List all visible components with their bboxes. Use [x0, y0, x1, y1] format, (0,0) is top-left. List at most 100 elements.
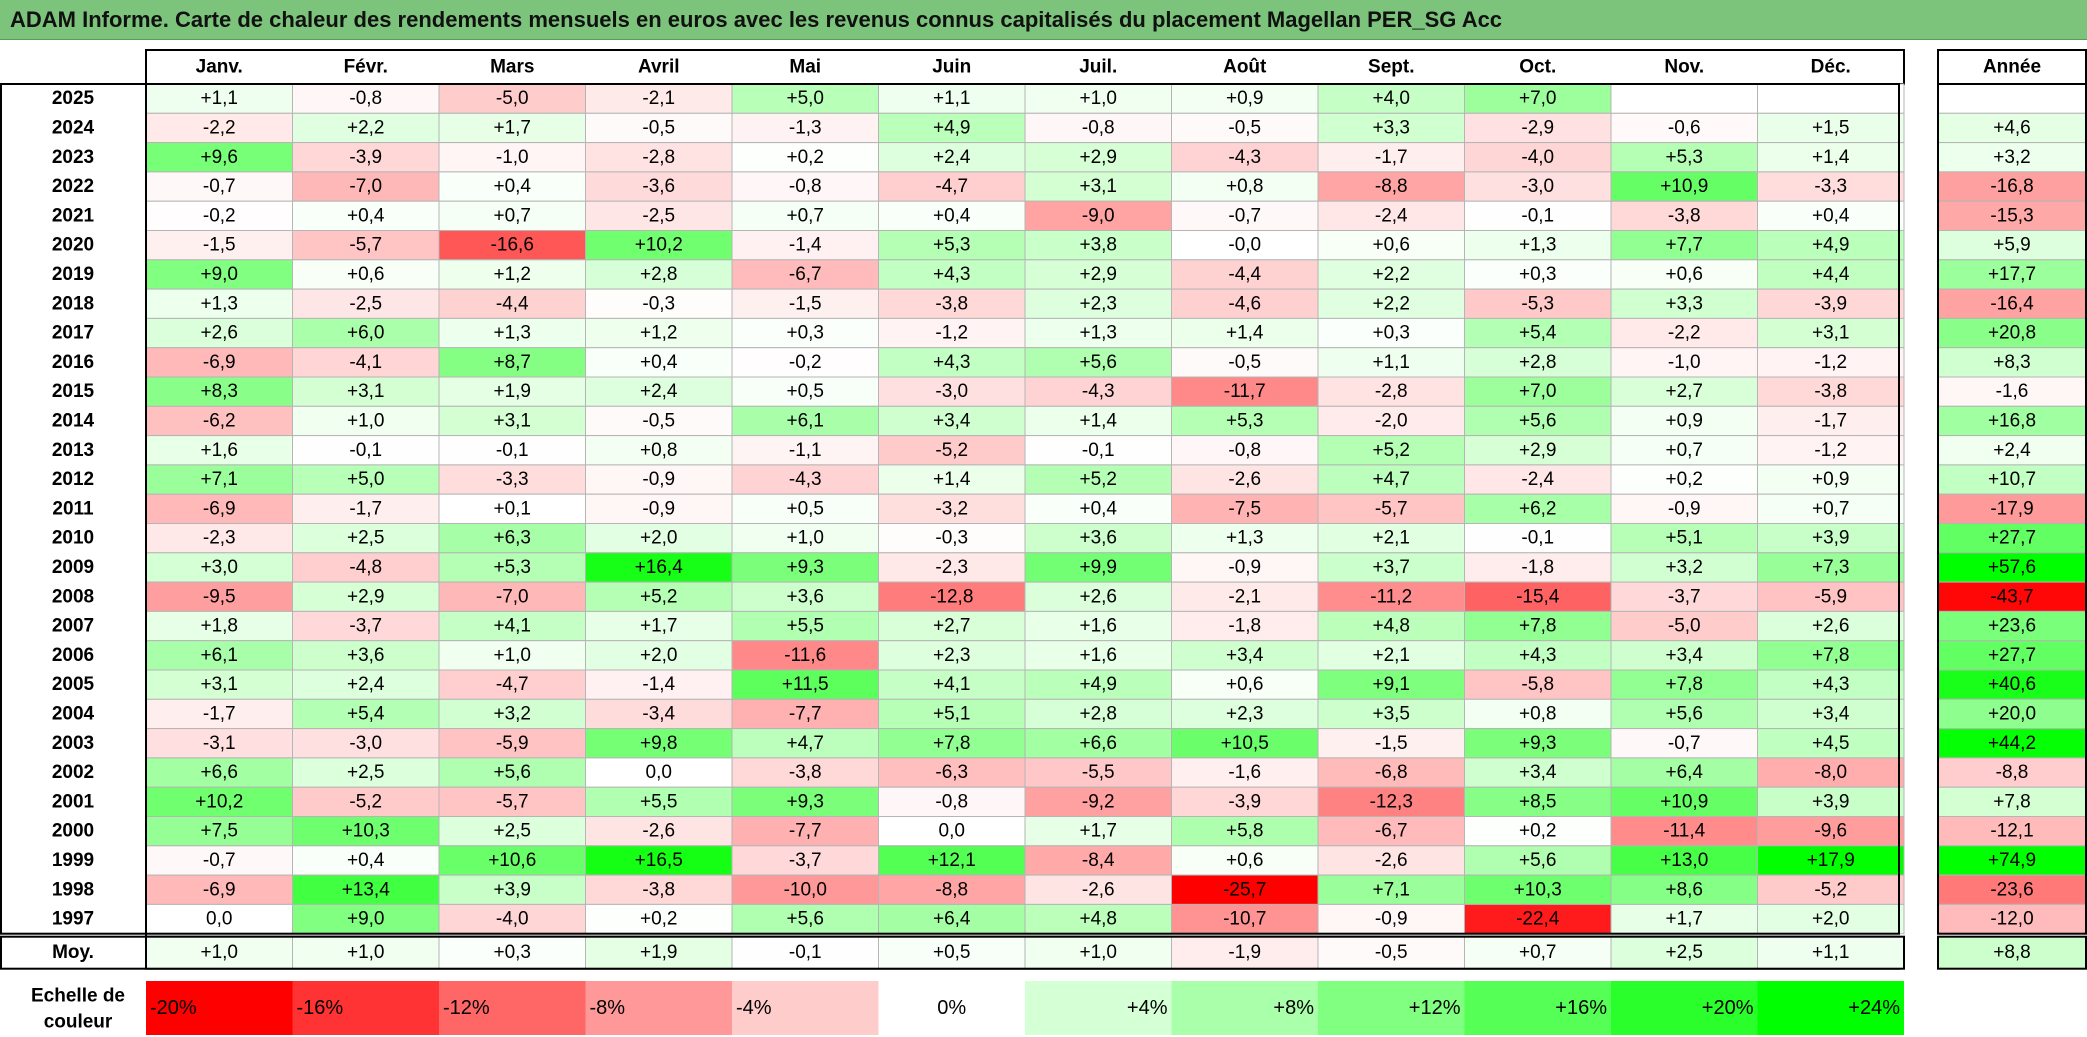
cell-value: +10,3: [1514, 879, 1562, 900]
cell-value: +2,6: [1812, 616, 1850, 637]
heatmap-cell: [292, 757, 440, 788]
heatmap-cell: [145, 757, 293, 788]
cell-value: +0,2: [1665, 469, 1703, 490]
year-cell: [1937, 347, 2087, 378]
row-label: 2003: [52, 733, 94, 754]
cell-value: -4,3: [789, 469, 822, 490]
year-value: +27,7: [1988, 645, 2036, 666]
row-label: 2017: [52, 323, 94, 344]
cell-value: +7,0: [1519, 381, 1557, 402]
cell-value: -4,4: [496, 293, 529, 314]
cell-value: +5,6: [493, 762, 531, 783]
cell-value: -10,7: [1223, 909, 1266, 930]
year-value: +17,7: [1988, 264, 2036, 285]
column-header: Nov.: [1664, 57, 1704, 78]
cell-value: +1,3: [493, 323, 531, 344]
average-label: Moy.: [52, 942, 94, 963]
cell-value: +3,1: [1812, 323, 1850, 344]
cell-value: +0,7: [786, 205, 824, 226]
heatmap-cell: [1171, 288, 1319, 319]
heatmap-cell: [1610, 523, 1758, 554]
cell-value: +6,0: [347, 323, 385, 344]
cell-value: -9,6: [1814, 821, 1847, 842]
heatmap-cell: [292, 200, 440, 231]
cell-value: +2,0: [1812, 909, 1850, 930]
year-value: +57,6: [1988, 557, 2036, 578]
cell-value: -0,1: [349, 440, 382, 461]
cell-value: +6,2: [1519, 498, 1557, 519]
row-label: 2014: [52, 410, 95, 431]
scale-label: -16%: [297, 997, 344, 1019]
cell-value: +5,6: [1665, 703, 1703, 724]
cell-value: +5,3: [933, 235, 971, 256]
scale-swatch: [1171, 981, 1318, 1035]
average-cell: [292, 936, 440, 970]
heatmap-cell: [1757, 845, 1905, 876]
heatmap-cell: [1464, 523, 1612, 554]
heatmap-cell: [731, 376, 879, 407]
scale-label: -20%: [150, 997, 197, 1019]
heatmap-cell: [878, 698, 1026, 730]
row-label: 2021: [52, 205, 95, 226]
cell-value: -3,6: [642, 176, 675, 197]
heatmap-cell: [878, 405, 1026, 437]
cell-value: +8,3: [200, 381, 238, 402]
heatmap-cell: [1317, 376, 1465, 407]
year-cell: [1937, 757, 2087, 788]
cell-value: -0,8: [1082, 117, 1115, 138]
cell-value: -2,3: [203, 528, 236, 549]
heatmap-cell: [1171, 435, 1319, 466]
cell-value: -2,9: [1521, 117, 1554, 138]
scale-label: +16%: [1555, 997, 1607, 1019]
cell-value: -2,5: [349, 293, 382, 314]
column-header: Sept.: [1368, 57, 1414, 78]
heatmap-cell: [1171, 376, 1319, 407]
cell-value: -0,9: [1668, 498, 1701, 519]
cell-value: -1,2: [935, 323, 968, 344]
cell-value: +5,8: [1226, 821, 1264, 842]
row-label: 1999: [52, 850, 94, 871]
scale-label: +24%: [1848, 997, 1900, 1019]
heatmap-cell: [731, 786, 879, 818]
year-value: +16,8: [1988, 410, 2036, 431]
cell-value: 0,0: [206, 909, 232, 930]
cell-value: +3,2: [493, 703, 531, 724]
cell-value: -8,4: [1082, 850, 1115, 871]
heatmap-cell: [145, 523, 293, 554]
heatmap-cell: [1024, 552, 1172, 583]
cell-value: +9,9: [1079, 557, 1117, 578]
year-value: -16,4: [1990, 293, 2034, 314]
heatmap-cell: [292, 845, 440, 876]
cell-value: -4,7: [935, 176, 968, 197]
heatmap-cell: [292, 610, 440, 642]
cell-value: -0,8: [789, 176, 822, 197]
column-header: Oct.: [1519, 57, 1556, 78]
cell-value: -1,7: [349, 498, 382, 519]
heatmap-cell: [1024, 464, 1172, 495]
cell-value: -4,0: [1521, 147, 1554, 168]
cell-value: -3,2: [935, 498, 968, 519]
average-cell: [1464, 936, 1612, 970]
heatmap-cell: [585, 493, 733, 525]
heatmap-cell: [292, 83, 440, 114]
cell-value: +0,5: [786, 498, 824, 519]
heatmap-cell: [1757, 405, 1905, 437]
cell-value: +7,0: [1519, 88, 1557, 109]
average-value: +0,3: [493, 942, 531, 963]
heatmap-cell: [1317, 347, 1465, 378]
heatmap-cell: [292, 552, 440, 583]
cell-value: +6,4: [1665, 762, 1703, 783]
heatmap-cell: [1024, 523, 1172, 554]
heatmap-cell: [731, 288, 879, 319]
heatmap-cell: [585, 376, 733, 407]
cell-value: -2,0: [1375, 410, 1408, 431]
cell-value: -9,2: [1082, 791, 1115, 812]
row-label: 2019: [52, 264, 94, 285]
cell-value: +2,5: [347, 762, 385, 783]
heatmap-cell: [878, 874, 1026, 905]
cell-value: +5,2: [640, 586, 678, 607]
row-label: 2010: [52, 528, 94, 549]
row-label: 2002: [52, 762, 94, 783]
cell-value: +0,4: [493, 176, 531, 197]
scale-swatch: [1025, 981, 1172, 1035]
